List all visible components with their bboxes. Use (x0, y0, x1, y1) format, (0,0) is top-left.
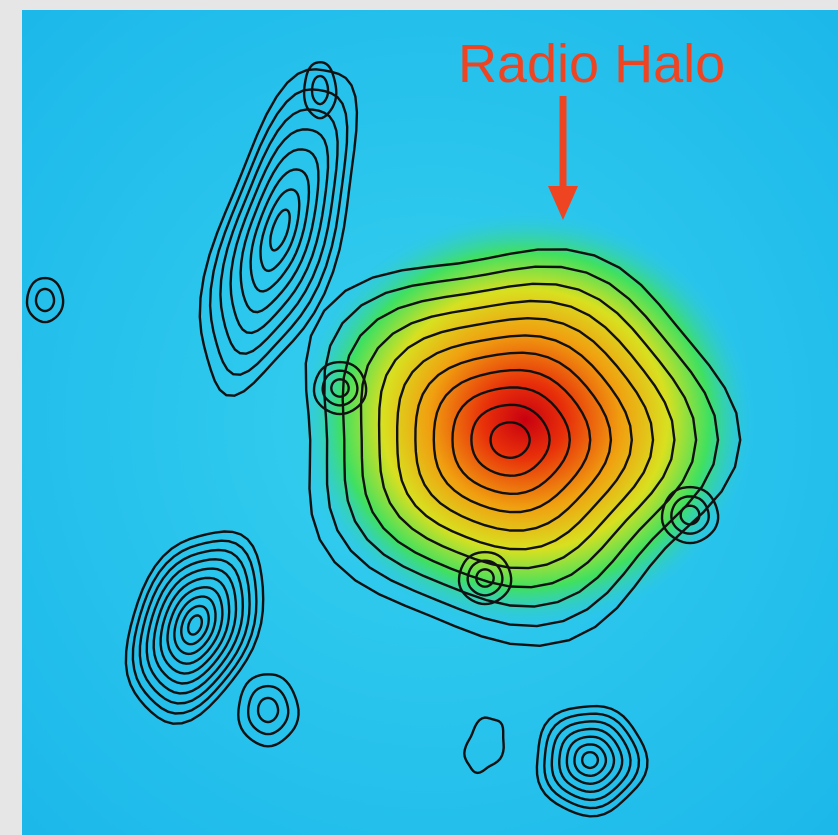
annotation-label: Radio Halo (458, 34, 725, 94)
page: Radio Halo (() => { const data = JSON.pa… (0, 0, 838, 835)
radio-map: Radio Halo (0, 0, 838, 835)
